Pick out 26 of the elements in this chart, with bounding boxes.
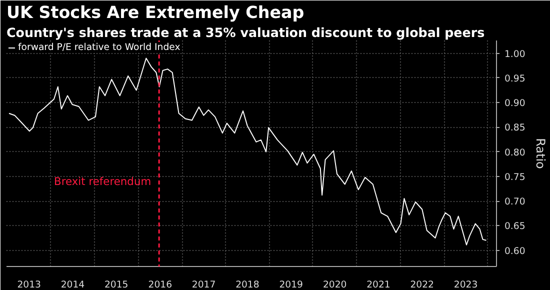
x-tick-label: 2022 [410,280,434,290]
chart-subtitle: Country's shares trade at a 35% valuation discount to global peers [6,25,485,40]
x-tick-label: 2013 [17,280,42,290]
chart-title: UK Stocks Are Extremely Cheap [6,3,304,22]
y-tick-label: 0.85 [504,122,526,134]
ref-line-label: Brexit referendum [54,174,152,188]
y-tick-label: 0.70 [504,196,526,208]
y-axis-title: Ratio [533,138,548,169]
x-tick-label: 2018 [236,280,260,290]
line-series [8,58,487,246]
x-tick-label: 2021 [366,280,390,290]
x-tick-label: 2016 [148,280,172,290]
y-tick-label: 0.80 [504,147,526,158]
y-tick-label: 1.00 [504,48,526,60]
x-tick-label: 2019 [279,280,304,290]
y-tick-label: 0.60 [504,246,526,257]
x-tick-label: 2020 [322,280,347,290]
y-tick-label: 0.75 [504,172,526,183]
x-tick-label: 2015 [104,280,128,290]
legend-label: forward P/E relative to World Index [18,42,180,53]
x-tick-label: 2017 [192,280,216,290]
x-tick-label: 2014 [60,280,85,290]
y-tick-label: 0.90 [504,98,526,110]
y-tick-label: 0.95 [504,73,526,84]
y-tick-label: 0.65 [504,221,526,232]
x-tick-label: 2023 [454,280,478,290]
